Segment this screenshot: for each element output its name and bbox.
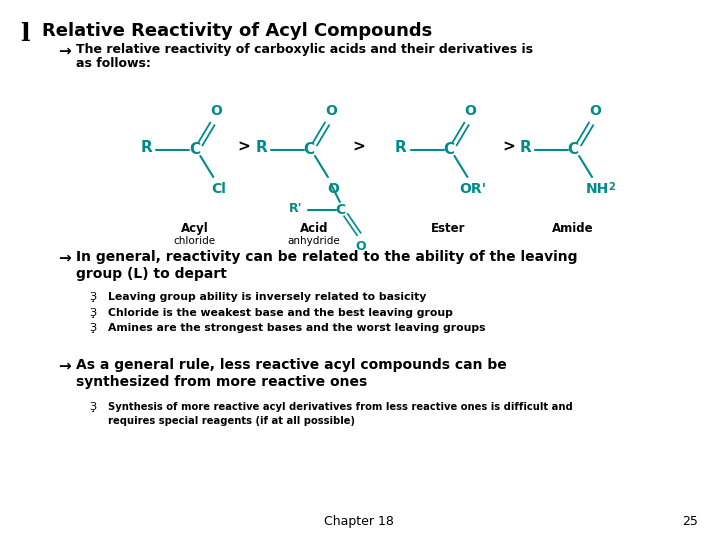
Text: Acid: Acid [300,222,328,235]
Text: R: R [395,139,407,154]
Text: OR': OR' [459,182,486,196]
Text: R: R [256,139,267,154]
Text: anhydride: anhydride [287,236,341,246]
Text: chloride: chloride [174,236,215,246]
Text: O: O [210,104,222,118]
Text: Amide: Amide [552,222,594,235]
Text: group (L) to depart: group (L) to depart [76,267,227,281]
Text: synthesized from more reactive ones: synthesized from more reactive ones [76,375,367,389]
Text: O: O [325,104,337,118]
Text: C: C [336,203,346,217]
Text: Acyl: Acyl [181,222,208,235]
Text: >: > [502,139,515,154]
Text: Ҙ: Ҙ [90,402,96,412]
Text: C: C [443,143,454,158]
Text: 25: 25 [682,515,698,528]
Text: Relative Reactivity of Acyl Compounds: Relative Reactivity of Acyl Compounds [42,22,432,40]
Text: C: C [303,143,315,158]
Text: Ҙ: Ҙ [90,292,96,302]
Text: NH: NH [585,182,608,196]
Text: R: R [140,139,153,154]
Text: Synthesis of more reactive acyl derivatives from less reactive ones is difficult: Synthesis of more reactive acyl derivati… [108,402,572,412]
Text: Cl: Cl [211,182,225,196]
Text: l: l [20,22,30,46]
Text: as follows:: as follows: [76,57,150,70]
Text: Ҙ: Ҙ [90,323,96,333]
Text: 2: 2 [608,182,615,192]
Text: R: R [519,139,531,154]
Text: O: O [327,182,339,196]
Text: Ҙ: Ҙ [90,307,96,318]
Text: Chloride is the weakest base and the best leaving group: Chloride is the weakest base and the bes… [108,307,452,318]
Text: >: > [238,139,251,154]
Text: O: O [356,240,366,253]
Text: Chapter 18: Chapter 18 [324,515,394,528]
Text: →: → [58,358,71,373]
Text: O: O [589,104,601,118]
Text: Ester: Ester [431,222,466,235]
Text: R': R' [289,201,303,214]
Text: As a general rule, less reactive acyl compounds can be: As a general rule, less reactive acyl co… [76,358,506,372]
Text: requires special reagents (if at all possible): requires special reagents (if at all pos… [108,416,355,426]
Text: The relative reactivity of carboxylic acids and their derivatives is: The relative reactivity of carboxylic ac… [76,43,533,56]
Text: →: → [58,250,71,265]
Text: Leaving group ability is inversely related to basicity: Leaving group ability is inversely relat… [108,292,426,302]
Text: >: > [352,139,365,154]
Text: Amines are the strongest bases and the worst leaving groups: Amines are the strongest bases and the w… [108,323,485,333]
Text: →: → [58,43,71,58]
Text: C: C [189,143,200,158]
Text: O: O [464,104,477,118]
Text: C: C [567,143,579,158]
Text: In general, reactivity can be related to the ability of the leaving: In general, reactivity can be related to… [76,250,577,264]
